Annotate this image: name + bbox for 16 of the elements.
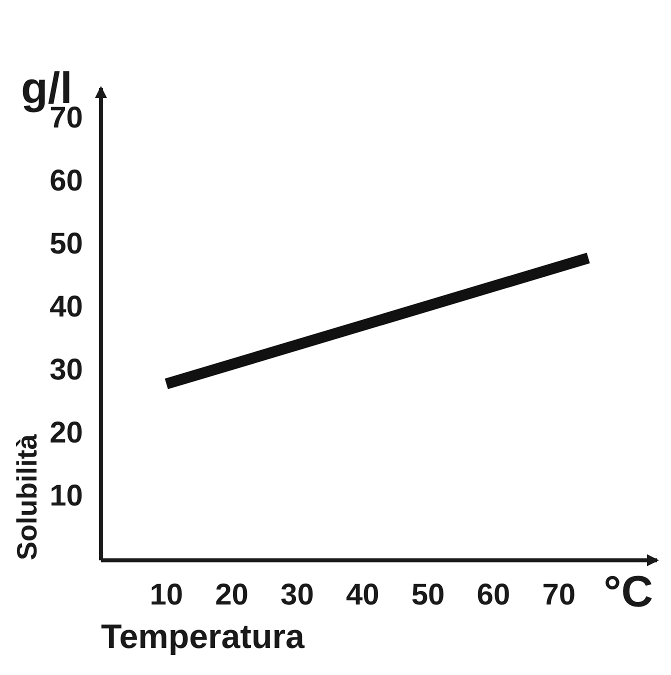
x-axis-title: Temperatura — [100, 618, 306, 656]
x-tick-label: 40 — [346, 578, 380, 612]
text: °C — [604, 567, 653, 616]
x-tick-label: 70 — [542, 578, 576, 612]
y-tick-label: 50 — [50, 228, 83, 261]
x-tick-label: 20 — [215, 578, 248, 612]
y-tick-label: 60 — [50, 164, 83, 198]
y-tick-label: 10 — [50, 480, 83, 513]
x-tick-label: 50 — [411, 578, 445, 612]
x-tick-label: 60 — [476, 578, 510, 612]
x-tick-label: 10 — [150, 578, 184, 612]
x-tick-label: 30 — [280, 578, 314, 612]
y-tick-label: 30 — [50, 354, 83, 387]
y-tick-label: 20 — [50, 416, 83, 450]
y-tick-label: 40 — [50, 290, 83, 324]
y-axis-title: Solubilità — [12, 434, 43, 560]
